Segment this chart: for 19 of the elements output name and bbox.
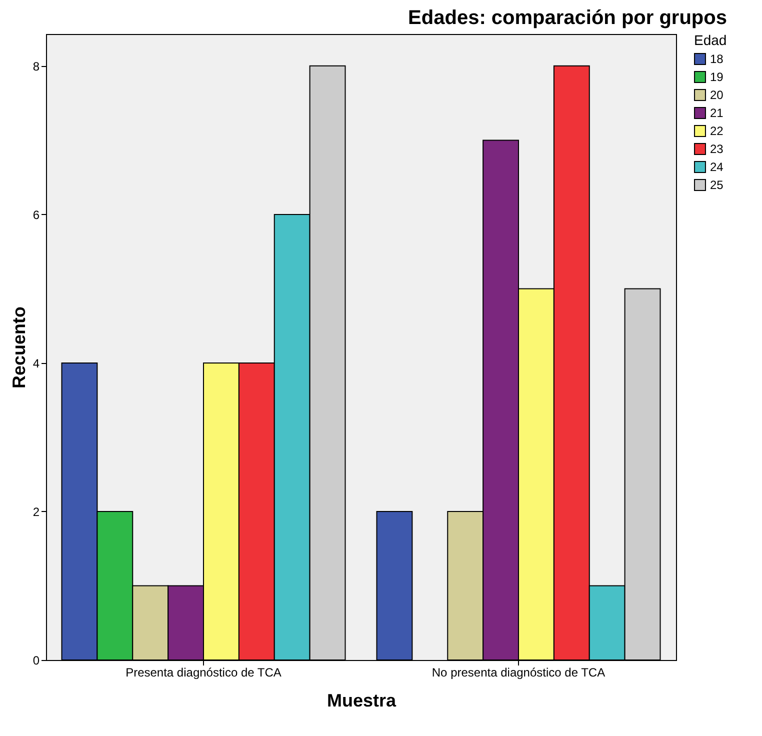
legend-label: 21	[710, 106, 724, 120]
legend-label: 25	[710, 178, 724, 192]
y-tick-label: 0	[32, 654, 40, 668]
legend-label: 22	[710, 124, 724, 138]
y-tick-label: 6	[32, 208, 40, 222]
y-tick-label: 8	[32, 59, 40, 74]
legend-title: Edad	[694, 32, 727, 48]
chart-title: Edades: comparación por grupos	[408, 7, 727, 29]
x-tick-label: Presenta diagnóstico de TCA	[126, 666, 282, 680]
x-axis-title: Muestra	[326, 690, 397, 710]
legend-label: 24	[710, 160, 724, 174]
legend-label: 18	[710, 52, 724, 66]
legend-label: 20	[710, 88, 724, 102]
y-tick-label: 4	[32, 356, 40, 370]
y-axis-title: Recuento	[8, 306, 29, 389]
legend-label: 23	[710, 142, 724, 156]
x-tick-label: No presenta diagnóstico de TCA	[432, 666, 606, 680]
legend-label: 19	[710, 70, 724, 84]
y-tick-label: 2	[32, 504, 40, 519]
